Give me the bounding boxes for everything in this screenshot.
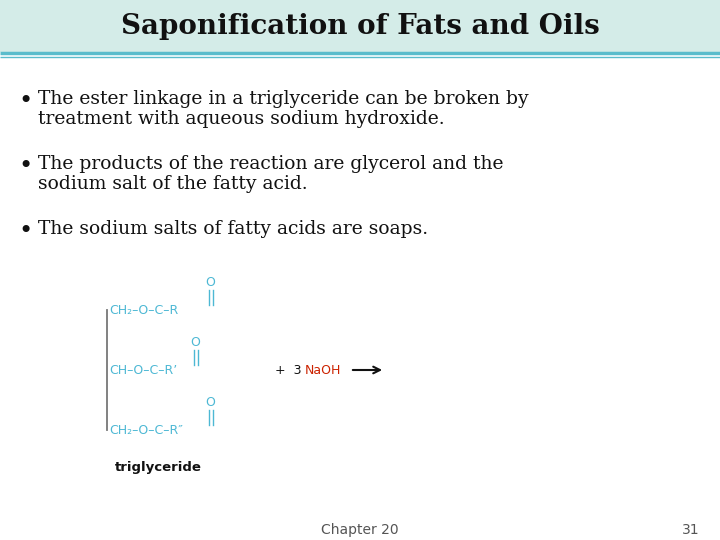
Text: •: • (18, 90, 32, 113)
Text: treatment with aqueous sodium hydroxide.: treatment with aqueous sodium hydroxide. (38, 110, 445, 128)
Bar (0, 0, 720, 52)
Text: O: O (205, 395, 215, 408)
Text: The ester linkage in a triglyceride can be broken by: The ester linkage in a triglyceride can … (38, 90, 528, 108)
Text: 31: 31 (683, 523, 700, 537)
Text: •: • (18, 155, 32, 178)
Text: Saponification of Fats and Oils: Saponification of Fats and Oils (121, 12, 599, 39)
Text: Chapter 20: Chapter 20 (321, 523, 399, 537)
Text: The products of the reaction are glycerol and the: The products of the reaction are glycero… (38, 155, 503, 173)
Text: O: O (190, 335, 200, 348)
Text: The sodium salts of fatty acids are soaps.: The sodium salts of fatty acids are soap… (38, 220, 428, 238)
Text: •: • (18, 220, 32, 243)
Text: O: O (205, 275, 215, 288)
Text: CH₂–O–C–R: CH₂–O–C–R (109, 303, 179, 316)
Text: +  3: + 3 (275, 363, 305, 376)
Text: CH–O–C–R’: CH–O–C–R’ (109, 363, 177, 376)
Text: sodium salt of the fatty acid.: sodium salt of the fatty acid. (38, 175, 307, 193)
Text: triglyceride: triglyceride (115, 462, 202, 475)
Text: NaOH: NaOH (305, 363, 341, 376)
Text: CH₂–O–C–R″: CH₂–O–C–R″ (109, 423, 183, 436)
